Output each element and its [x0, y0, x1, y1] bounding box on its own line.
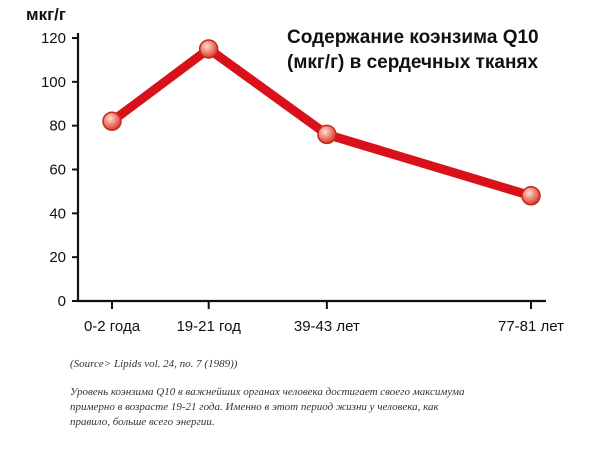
data-point — [102, 111, 122, 132]
caption-line: примерно в возрасте 19-21 года. Именно в… — [70, 401, 439, 413]
data-point — [521, 186, 541, 206]
caption-line: Уровень коэнзима Q10 в важнейших органах… — [70, 386, 465, 398]
line-chart: мкг/г Содержание коэнзима Q10 (мкг/г) в … — [26, 5, 564, 335]
x-tick-label: 77-81 лет — [498, 318, 564, 335]
x-tick-label: 0-2 года — [84, 318, 141, 335]
caption-line: правило, больше всего энергии. — [70, 416, 215, 428]
y-tick-label: 40 — [49, 205, 66, 222]
y-tick-label: 120 — [41, 30, 66, 47]
data-point — [317, 124, 337, 145]
y-tick-label: 60 — [49, 162, 66, 179]
x-tick-label: 19-21 год — [176, 318, 241, 335]
x-tick-label: 39-43 лет — [294, 318, 360, 335]
data-point — [198, 39, 219, 59]
source-note: (Source> Lipids vol. 24, no. 7 (1989)) — [70, 358, 238, 370]
y-axis-label: мкг/г — [26, 5, 66, 24]
caption: Уровень коэнзима Q10 в важнейших органах… — [70, 385, 570, 430]
y-tick-label: 100 — [41, 74, 66, 91]
y-tick-label: 0 — [58, 293, 66, 310]
y-tick-label: 80 — [49, 118, 66, 135]
series-line — [107, 44, 536, 201]
y-tick-label: 20 — [49, 249, 66, 266]
chart-title-line-1: Содержание коэнзима Q10 — [287, 27, 539, 48]
chart-title-line-2: (мкг/г) в сердечных тканях — [287, 52, 539, 73]
